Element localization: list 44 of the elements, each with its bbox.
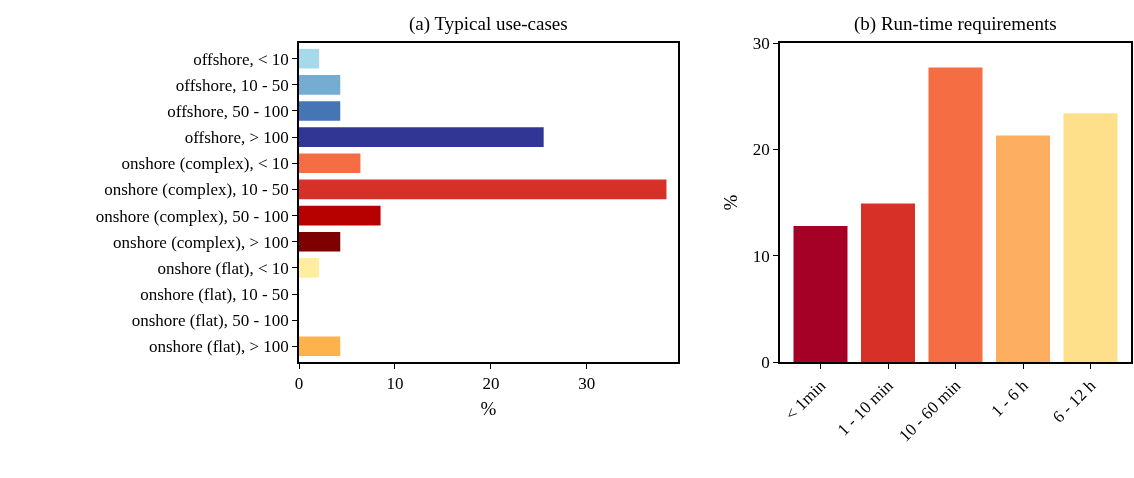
y-axis-title: % — [720, 194, 742, 211]
y-tick-label: onshore (complex), 10 - 50 — [104, 180, 289, 200]
x-axis-title: % — [480, 398, 497, 420]
y-tick-label: onshore (complex), < 10 — [121, 154, 289, 174]
y-tick-label: offshore, 10 - 50 — [175, 75, 289, 95]
x-tick-label: 0 — [294, 374, 304, 394]
x-tick-label: 6 - 12 h — [1048, 375, 1100, 427]
x-tick-label: 1 - 6 h — [987, 375, 1033, 421]
bar — [299, 336, 341, 357]
bar — [299, 179, 667, 200]
y-tick-label: onshore (flat), 10 - 50 — [140, 284, 289, 304]
bar — [299, 205, 381, 226]
y-tick-label: 10 — [752, 246, 770, 266]
bar — [299, 231, 341, 252]
bar — [299, 258, 320, 278]
y-tick-label: offshore, < 10 — [193, 49, 289, 69]
x-tick-label: 10 - 60 min — [895, 375, 965, 446]
bar — [928, 67, 983, 362]
y-tick-label: onshore (flat), < 10 — [157, 258, 289, 278]
bar — [861, 203, 915, 362]
y-tick-label: offshore, 50 - 100 — [167, 101, 289, 121]
x-tick-label: 1 - 10 min — [833, 375, 898, 440]
bar — [793, 225, 848, 362]
chart-title: (b) Run-time requirements — [854, 13, 1057, 35]
bar — [299, 127, 544, 147]
y-tick-label: onshore (complex), > 100 — [113, 232, 289, 252]
bar — [299, 153, 361, 174]
y-tick-label: 30 — [752, 33, 770, 53]
bar — [1063, 113, 1118, 362]
x-tick-label: 30 — [578, 374, 596, 394]
y-tick-label: onshore (flat), 50 - 100 — [131, 311, 289, 331]
bar — [299, 48, 320, 69]
bar — [996, 135, 1050, 362]
bar — [299, 101, 341, 121]
x-tick-label: 20 — [482, 374, 500, 394]
chart-title: (a) Typical use-cases — [409, 13, 568, 35]
bar — [299, 75, 341, 95]
y-tick-label: offshore, > 100 — [184, 128, 289, 148]
y-tick-label: onshore (flat), > 100 — [148, 337, 289, 357]
y-tick-label: 0 — [761, 352, 770, 372]
x-tick-label: < 1min — [781, 375, 830, 424]
y-tick-label: onshore (complex), 50 - 100 — [95, 206, 289, 226]
y-tick-label: 20 — [752, 140, 770, 160]
x-tick-label: 10 — [386, 374, 404, 394]
